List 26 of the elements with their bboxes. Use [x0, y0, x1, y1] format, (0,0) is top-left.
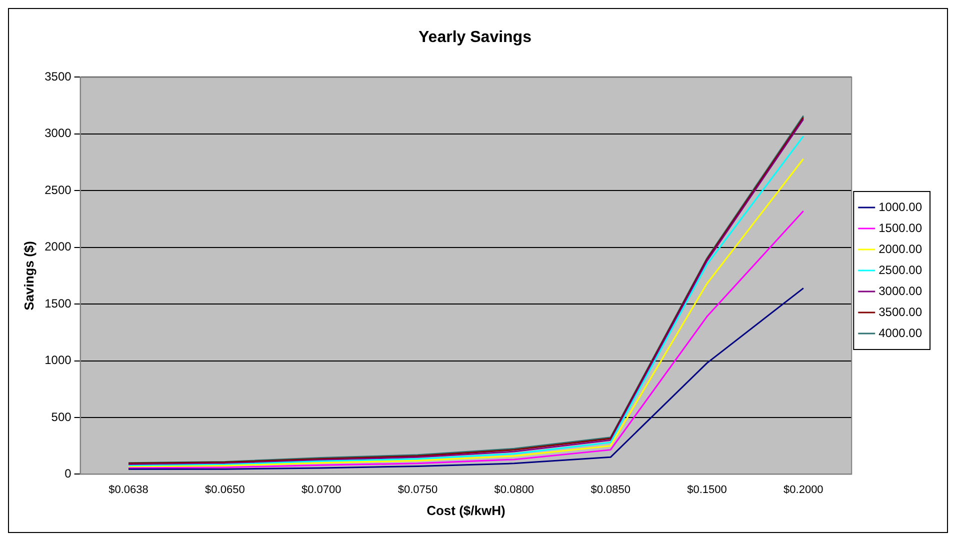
chart-title: Yearly Savings [418, 29, 532, 46]
legend-label: 1500.00 [878, 220, 922, 235]
x-tick-label: $0.0700 [301, 484, 342, 496]
legend-label: 3500.00 [878, 304, 922, 319]
y-tick-label: 2000 [44, 240, 72, 254]
legend-label: 3000.00 [878, 284, 922, 298]
y-axis-title: Savings ($) [21, 241, 36, 310]
y-tick-label: 1500 [44, 296, 72, 310]
legend-label: 2500.00 [878, 262, 922, 277]
y-tick-label: 3500 [44, 70, 72, 84]
x-tick-label: $0.0750 [398, 484, 438, 496]
x-tick-label: $0.0638 [108, 484, 148, 496]
y-tick-label: 3000 [44, 126, 72, 140]
x-axis-title: Cost ($/kwH) [426, 502, 506, 518]
legend-label: 1000.00 [878, 200, 922, 214]
y-tick-label: 500 [51, 410, 72, 424]
x-tick-label: $0.0650 [205, 484, 245, 496]
y-tick-label: 1000 [44, 353, 72, 368]
y-tick-label: 2500 [44, 182, 72, 197]
x-tick-label: $0.1500 [687, 484, 727, 496]
x-tick-label: $0.0800 [494, 484, 534, 496]
legend-label: 4000.00 [878, 326, 922, 340]
x-tick-label: $0.0850 [590, 484, 630, 496]
y-tick-label: 0 [64, 466, 72, 481]
x-tick-label: $0.2000 [784, 484, 824, 496]
legend-label: 2000.00 [878, 242, 922, 256]
